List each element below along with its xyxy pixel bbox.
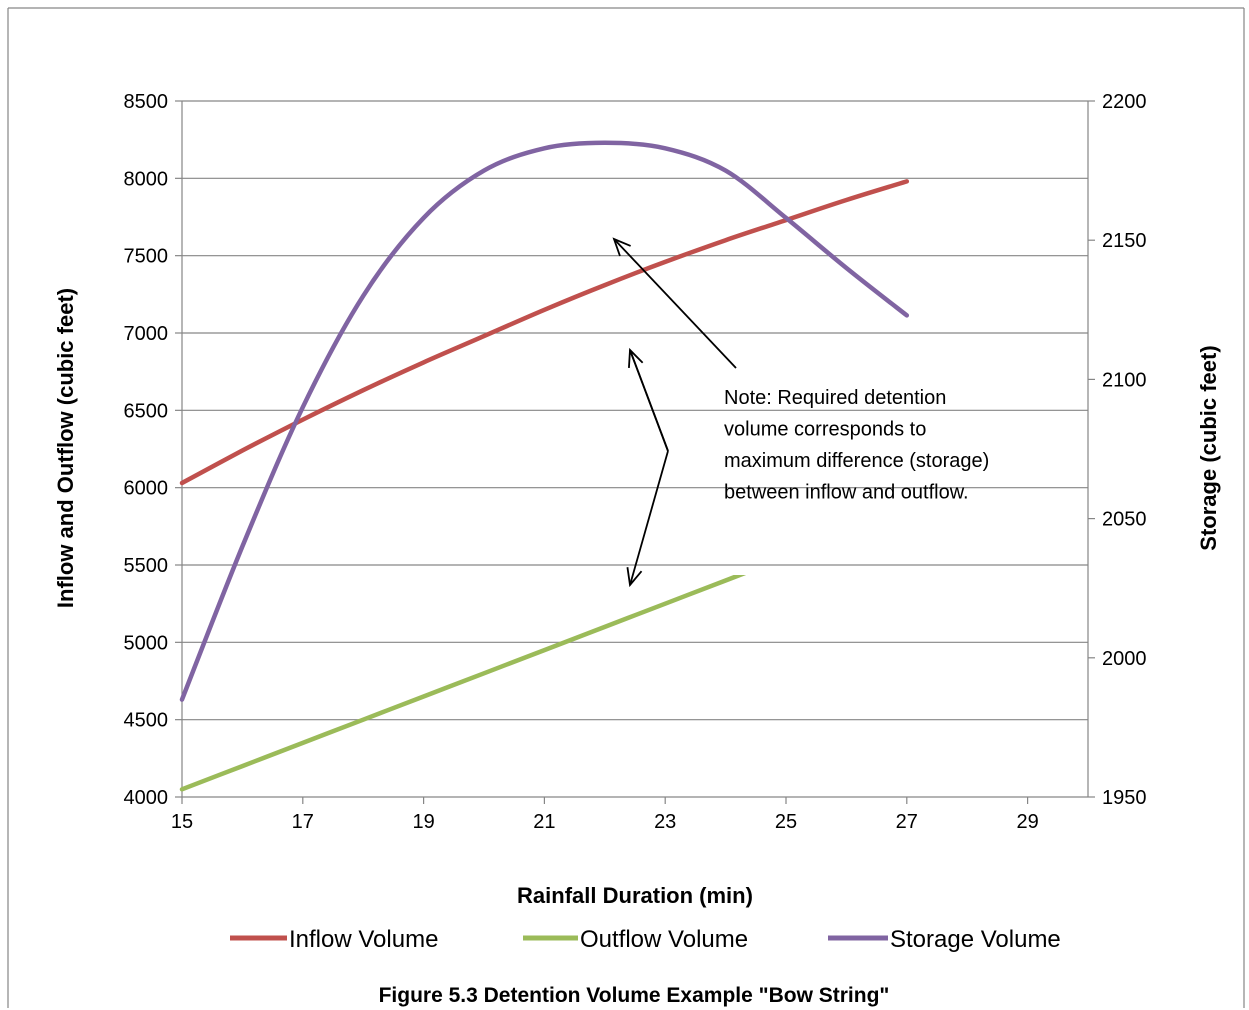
note-line: volume corresponds to (724, 419, 926, 441)
y2-tick-label: 2000 (1102, 648, 1147, 670)
arrow-head (612, 237, 631, 257)
outflow-volume-line (179, 508, 910, 792)
y-tick-label: 8000 (124, 168, 169, 190)
x-tick-label: 23 (654, 811, 676, 833)
y-tick-label: 4500 (124, 710, 169, 732)
x-tick-label: 17 (292, 811, 314, 833)
x-tick-label: 15 (171, 811, 193, 833)
y2-tick-label: 1950 (1102, 787, 1147, 809)
legend-label-storage-volume: Storage Volume (890, 926, 1061, 953)
x-tick-label: 19 (412, 811, 434, 833)
x-tick-label: 27 (896, 811, 918, 833)
x-tick-label: 25 (775, 811, 797, 833)
storage-volume-line (179, 140, 910, 702)
note-line: maximum difference (storage) (724, 450, 989, 472)
x-axis-title: Rainfall Duration (min) (517, 883, 753, 908)
note-line: between inflow and outflow. (724, 482, 969, 504)
legend-label-inflow-volume: Inflow Volume (289, 926, 438, 953)
figure-caption: Figure 5.3 Detention Volume Example "Bow… (379, 984, 890, 1007)
y-tick-label: 5000 (124, 632, 169, 654)
legend: Inflow Volume Outflow Volume Storage Volum… (230, 926, 1061, 953)
y-tick-label: 4000 (124, 787, 169, 809)
arrow-shaft (629, 349, 669, 452)
axes: 4000 4500 5000 5500 6000 6500 7000 7500 8000 8500… (124, 91, 1147, 833)
y-tick-label: 5500 (124, 555, 169, 577)
y-tick-label: 6000 (124, 478, 169, 500)
y-tick-label: 7500 (124, 246, 169, 268)
x-tick-label: 29 (1016, 811, 1038, 833)
legend-label-outflow-volume: Outflow Volume (580, 926, 748, 953)
y2-tick-label: 2100 (1102, 369, 1147, 391)
arrow-head (626, 567, 643, 588)
y-tick-label: 6500 (124, 400, 169, 422)
y-axis-title: Inflow and Outflow (cubic feet) (53, 288, 78, 608)
x-tick-label: 21 (533, 811, 555, 833)
arrow-head (628, 347, 644, 369)
y-tick-label: 7000 (124, 323, 169, 345)
inflow-volume-line (179, 179, 910, 486)
arrow-shaft (613, 238, 737, 369)
y2-tick-label: 2150 (1102, 230, 1147, 252)
note-line: Note: Required detention (724, 387, 946, 409)
annotation-note: Note: Required detention volume correspon… (612, 237, 989, 588)
y2-axis-title: Storage (cubic feet) (1196, 345, 1221, 550)
figure-border (7, 7, 1245, 1008)
y2-tick-label: 2200 (1102, 91, 1147, 113)
y-tick-label: 8500 (124, 91, 169, 113)
y2-tick-label: 2050 (1102, 509, 1147, 531)
arrow-shaft (629, 450, 669, 586)
